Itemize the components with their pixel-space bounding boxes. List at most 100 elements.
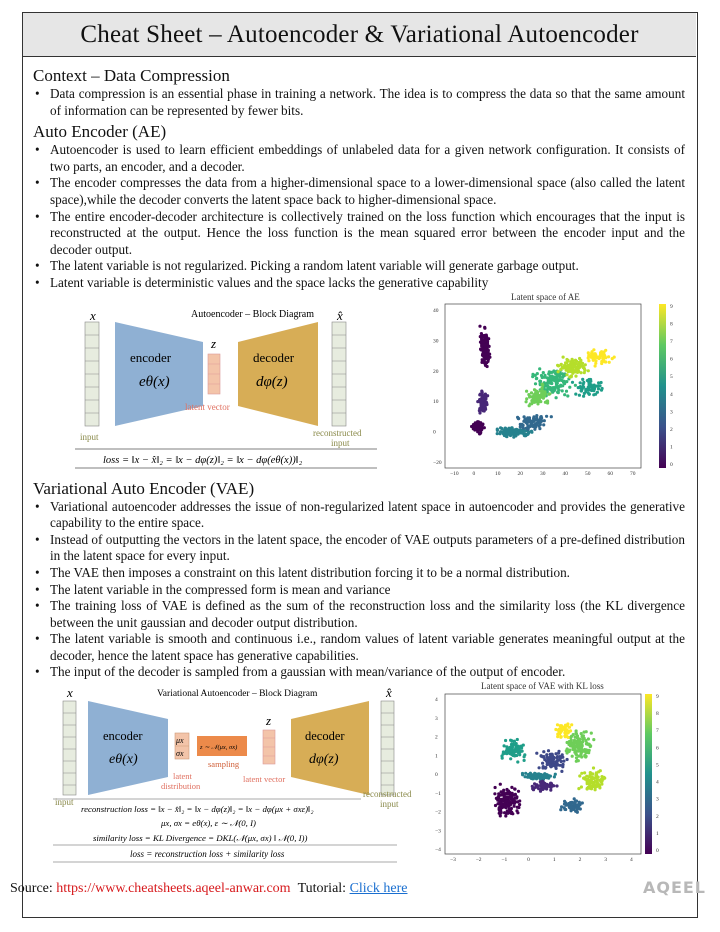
scatter-point [612,355,616,359]
scatter-point [515,795,519,799]
list-item: The training loss of VAE is defined as t… [33,598,685,631]
scatter-point [559,759,563,764]
scatter-point [538,780,542,784]
ae-heading: Auto Encoder (AE) [33,122,167,142]
scatter-point [583,362,587,366]
scatter-point [589,731,593,735]
ae-loss-equation: loss = ‖x − x̂‖₂ = ‖x − dφ(z)‖₂ = ‖x − d… [103,455,303,466]
scatter-point [581,384,585,388]
scatter-point [483,394,488,399]
ae-x-ticks: −10 0 10 20 30 40 50 60 70 [450,471,636,477]
scatter-point [507,799,511,803]
scatter-point [540,382,544,386]
scatter-point [586,368,590,372]
scatter-point [584,387,588,391]
tick-label: 7 [670,339,673,345]
list-item: The entire encoder-decoder architecture … [33,209,685,259]
scatter-point [516,811,520,815]
scatter-point [568,744,573,748]
tick-label: 30 [540,471,546,476]
scatter-point [504,434,508,438]
scatter-point [533,381,538,385]
tick-label: 6 [670,356,673,362]
ae-latent-vector [207,353,221,394]
scatter-point [523,775,527,779]
vae-latent-distribution [174,732,190,760]
tick-label: −3 [450,857,456,863]
scatter-point [546,756,550,760]
tick-label: 2 [435,735,438,741]
scatter-point [553,772,557,776]
scatter-point [586,737,591,741]
scatter-point [574,752,579,757]
scatter-point [581,740,585,744]
scatter-point [573,364,577,368]
scatter-point [508,803,512,807]
ae-recon-label-2: input [331,438,350,448]
scatter-point [577,393,582,397]
tick-label: −3 [435,828,441,834]
tutorial-link[interactable]: Click here [349,881,408,896]
scatter-point [563,734,567,738]
scatter-point [483,405,487,409]
scatter-point [520,746,524,750]
scatter-point [538,422,542,426]
scatter-point [543,775,547,780]
tick-label: 7 [656,728,659,734]
scatter-point [535,371,539,375]
scatter-point [483,325,487,329]
scatter-point [579,751,583,755]
scatter-point [563,723,568,727]
vae-sigma: σx [176,749,184,758]
scatter-point [528,424,532,428]
scatter-point [479,403,483,407]
scatter-point [590,388,594,392]
scatter-point [538,366,542,371]
scatter-point [523,753,527,757]
scatter-point [586,390,590,395]
tick-label: 0 [670,462,673,468]
scatter-point [542,750,546,754]
tick-label: 3 [656,797,659,803]
scatter-point [556,732,560,736]
scatter-point [529,429,534,433]
scatter-point [531,400,536,404]
ae-encoder-fn: eθ(x) [139,374,170,390]
scatter-point [566,369,570,373]
source-link[interactable]: https://www.cheatsheets.aqeel-anwar.com [56,881,291,896]
ae-figure-row: Autoencoder – Block Diagram x x̂ encoder… [33,292,685,477]
scatter-point [560,753,564,757]
scatter-point [567,725,572,729]
scatter-point [517,748,521,752]
scatter-point [510,797,514,801]
scatter-point [581,365,585,369]
scatter-point [510,785,514,790]
scatter-point [480,398,484,402]
vae-latent-dist-2: distribution [161,781,201,791]
vae-similarity-loss: similarity loss = KL Divergence = DKL(𝒩(… [93,833,307,843]
scatter-point [559,735,563,739]
scatter-point [540,774,544,778]
scatter-point [479,347,483,351]
scatter-point [480,360,484,364]
scatter-point [480,336,484,340]
scatter-point [585,774,589,778]
scatter-point [592,388,596,392]
vae-figure: Variational Autoencoder – Block Diagram … [53,681,659,863]
vae-output-vector [380,700,395,796]
ae-latent-label: latent vector [185,402,230,412]
scatter-point [564,389,569,393]
scatter-point [550,376,554,380]
scatter-point [511,812,515,816]
vae-xhat-label: x̂ [385,685,392,700]
scatter-point [581,737,585,741]
vae-figure-row: Variational Autoencoder – Block Diagram … [33,681,685,866]
scatter-point [573,735,577,739]
scatter-point [520,422,524,427]
scatter-point [509,432,513,436]
scatter-point [585,786,589,790]
scatter-point [560,805,564,809]
scatter-point [564,731,568,735]
scatter-point [541,780,545,784]
tick-label: 0 [435,772,438,778]
